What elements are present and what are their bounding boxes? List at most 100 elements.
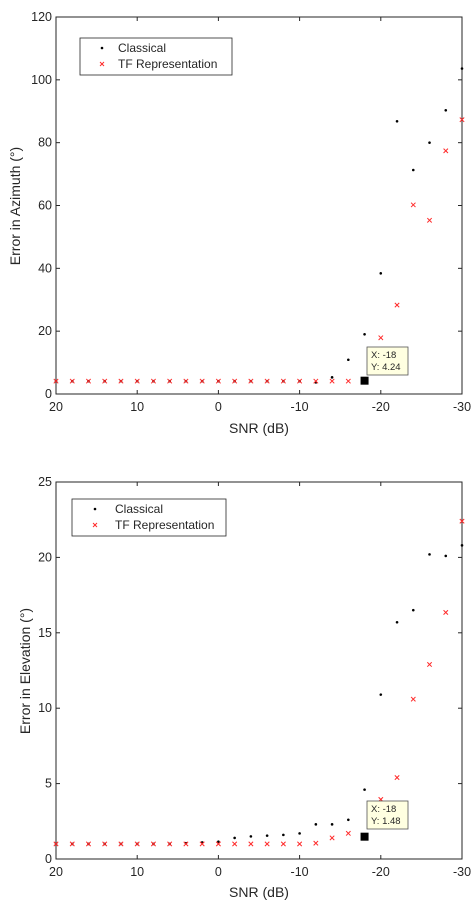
legend-classical-marker	[100, 46, 104, 50]
datatip-marker[interactable]	[360, 832, 369, 841]
tf-representation-point	[53, 378, 59, 384]
x-tick-label: -30	[453, 865, 471, 879]
x-axis: 20 10 0 -10 -20 -30	[49, 482, 471, 879]
classical-point	[363, 333, 366, 336]
datatip-marker[interactable]	[360, 376, 369, 385]
tf-representation-point	[102, 378, 108, 384]
x-axis: 20 10 0 -10 -20 -30	[49, 17, 471, 414]
tf-representation-point	[313, 378, 319, 384]
y-tick-label: 25	[38, 475, 52, 489]
tf-representation-point	[345, 830, 351, 836]
classical-point	[347, 358, 350, 362]
tf-representation-point	[443, 148, 449, 154]
tf-representation-point	[183, 841, 189, 847]
classical-point	[265, 834, 269, 837]
tf-representation-point	[150, 841, 156, 847]
tf-representation-point	[134, 841, 140, 847]
tf-representation-point	[118, 378, 124, 384]
tf-representation-point	[394, 775, 400, 781]
x-tick-label: 10	[130, 865, 144, 879]
tf-representation-point	[69, 378, 75, 384]
classical-point	[460, 67, 464, 70]
tf-representation-point	[150, 378, 156, 384]
classical-point	[395, 620, 399, 624]
datatip-box	[366, 346, 409, 376]
classical-point	[411, 168, 415, 172]
x-tick-label: 20	[49, 400, 63, 414]
tf-representation-point	[85, 378, 92, 384]
tf-representation-point	[232, 841, 238, 847]
classical-point	[233, 836, 236, 840]
y-tick-label: 20	[38, 550, 52, 564]
y-tick-label: 0	[45, 387, 52, 401]
tf-representation-point	[248, 378, 254, 384]
classical-point	[444, 554, 448, 558]
tf-representation-point	[410, 202, 416, 208]
classical-point	[330, 376, 334, 379]
tf-representation-point	[313, 840, 319, 846]
y-tick-label: 15	[38, 626, 52, 640]
tf-representation-point	[167, 378, 173, 384]
classical-point	[298, 832, 301, 835]
data-marks	[53, 67, 465, 384]
y-tick-label: 120	[31, 10, 52, 24]
tf-representation-point	[183, 378, 189, 384]
datatip: X: -18 Y: 1.48	[360, 800, 409, 841]
datatip: X: -18 Y: 4.24	[360, 346, 409, 385]
tf-representation-point	[232, 378, 238, 384]
x-tick-label: 0	[215, 400, 222, 414]
tf-representation-point	[459, 117, 465, 123]
tf-representation-point	[69, 841, 75, 847]
tf-representation-point	[215, 841, 221, 847]
tf-representation-point	[264, 841, 270, 847]
classical-point	[314, 823, 318, 826]
tf-representation-point	[394, 302, 400, 308]
classical-point	[330, 823, 334, 826]
legend: Classical TF Representation	[71, 498, 227, 537]
datatip-y-text: Y: 1.48	[371, 816, 401, 827]
tf-representation-point	[459, 518, 465, 524]
legend-tf-label: TF Representation	[118, 57, 217, 71]
tf-representation-point	[102, 841, 108, 847]
tf-representation-point	[443, 609, 449, 615]
tf-representation-point	[426, 217, 433, 223]
classical-point	[379, 272, 383, 275]
tf-representation-point	[134, 378, 140, 384]
datatip-y-text: Y: 4.24	[371, 362, 401, 373]
legend-tf-label: TF Representation	[115, 518, 214, 532]
plot-area	[55, 481, 463, 860]
y-axis: 0 5 10 15 20 25	[38, 475, 462, 866]
x-tick-label: -30	[453, 400, 471, 414]
classical-point	[411, 608, 415, 612]
data-marks	[53, 518, 465, 847]
y-tick-label: 5	[45, 777, 52, 791]
legend-tf-marker	[99, 61, 105, 67]
y-tick-label: 40	[38, 261, 52, 275]
legend-box	[79, 37, 233, 76]
tf-representation-point	[280, 841, 286, 847]
x-tick-label: 10	[130, 400, 144, 414]
legend-classical-label: Classical	[115, 502, 163, 516]
tf-representation-point	[280, 378, 286, 384]
tf-representation-point	[329, 378, 335, 384]
datatip-box	[366, 800, 409, 830]
x-tick-label: -10	[291, 865, 309, 879]
y-axis: 0 20 40 60 80 100 120	[31, 10, 462, 401]
tf-representation-point	[378, 335, 384, 341]
classical-point	[444, 109, 448, 112]
classical-point	[428, 553, 431, 556]
tf-representation-point	[329, 835, 335, 841]
x-tick-label: -10	[291, 400, 309, 414]
y-tick-label: 20	[38, 324, 52, 338]
datatip-x-text: X: -18	[371, 350, 396, 361]
legend-classical-marker	[93, 507, 97, 511]
plot-area	[55, 16, 463, 395]
tf-representation-point	[118, 841, 124, 847]
classical-point	[217, 840, 220, 843]
legend: Classical TF Representation	[79, 37, 233, 76]
tf-representation-point	[410, 696, 416, 702]
y-tick-label: 10	[38, 701, 52, 715]
legend-box	[71, 498, 227, 537]
y-tick-label: 80	[38, 136, 52, 150]
datatip-x-text: X: -18	[371, 804, 396, 815]
